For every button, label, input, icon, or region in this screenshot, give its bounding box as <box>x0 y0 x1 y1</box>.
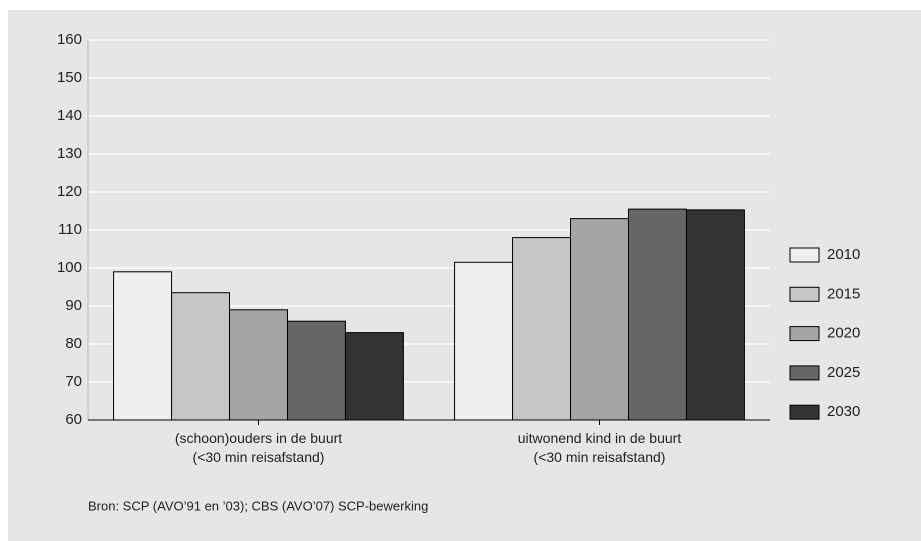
y-tick-label: 100 <box>57 259 82 276</box>
bar <box>454 261 514 421</box>
y-tick-label: 150 <box>57 69 82 86</box>
y-tick-label: 130 <box>57 145 82 162</box>
legend-label: 2010 <box>827 246 860 263</box>
legend-label: 2015 <box>827 285 860 302</box>
legend-label: 2020 <box>827 325 860 342</box>
y-tick-label: 90 <box>65 297 82 314</box>
bar <box>570 218 629 421</box>
bar <box>229 309 288 421</box>
bar <box>344 332 404 421</box>
y-tick-label: 140 <box>57 107 82 124</box>
y-tick-label: 110 <box>58 221 82 238</box>
legend-label: 2025 <box>827 364 860 381</box>
y-tick-label: 60 <box>65 411 82 428</box>
legend-swatch <box>789 247 820 263</box>
bar <box>627 208 687 421</box>
legend-swatch <box>789 326 820 342</box>
y-tick-label: 120 <box>57 183 82 200</box>
bar <box>685 209 745 421</box>
y-tick-label: 80 <box>65 335 82 352</box>
x-tick-label: (schoon)ouders in de buurt (<30 min reis… <box>174 430 343 465</box>
legend-swatch <box>789 365 820 381</box>
bar <box>113 271 173 421</box>
legend-swatch <box>789 404 820 420</box>
y-tick-label: 160 <box>57 31 82 48</box>
legend-label: 2030 <box>827 403 860 420</box>
legend-swatch <box>789 286 820 302</box>
x-tick-label: uitwonend kind in de buurt (<30 min reis… <box>517 430 682 465</box>
source: Bron: SCP (AVO’91 en ’03); CBS (AVO’07) … <box>88 498 428 513</box>
y-tick-label: 70 <box>65 373 82 390</box>
bar <box>171 292 231 421</box>
bar <box>286 320 346 421</box>
bar <box>512 237 572 421</box>
